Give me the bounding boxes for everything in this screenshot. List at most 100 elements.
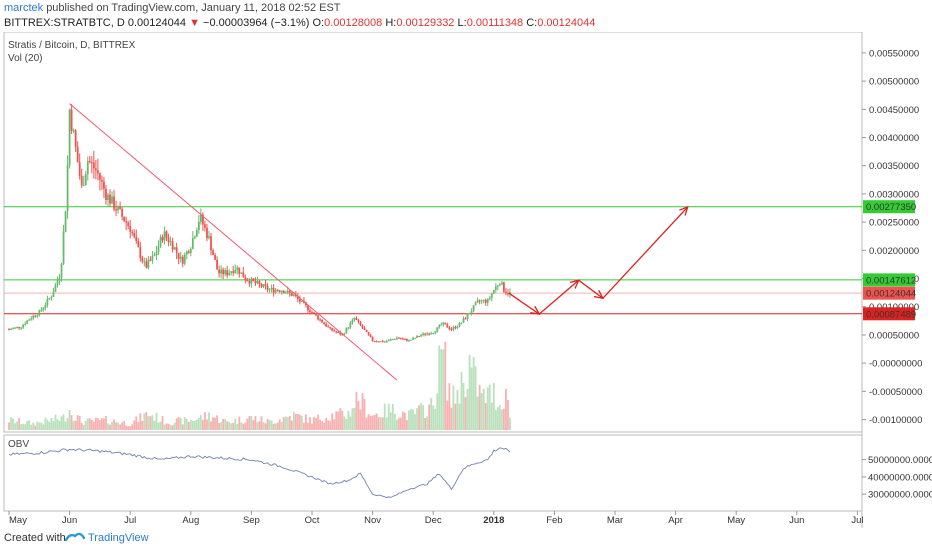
volume-bar <box>119 424 121 430</box>
candle-body <box>278 290 281 292</box>
volume-bar <box>74 420 77 430</box>
volume-bar <box>470 367 473 430</box>
volume-bar <box>92 421 95 430</box>
time-tick-label: Jul <box>851 515 863 526</box>
volume-bar <box>171 425 174 430</box>
obv-line <box>8 447 511 499</box>
candle-body <box>486 299 489 303</box>
candle-body <box>410 339 412 341</box>
volume-bar <box>345 418 348 430</box>
price-tick-label: 0.00450000 <box>869 105 919 116</box>
arrow-head <box>679 205 689 216</box>
candle-body <box>78 162 81 176</box>
time-tick-label: Apr <box>668 515 683 526</box>
candle-body <box>70 109 73 131</box>
last-price: 0.00124044 <box>127 17 186 29</box>
symbol: BITTREX:STRATBTC, D <box>4 17 125 29</box>
candle-body <box>197 221 200 231</box>
price-tick-label: 0.00200000 <box>869 246 919 257</box>
candle-body <box>123 216 126 222</box>
volume-bar <box>456 389 459 430</box>
candle-body <box>438 325 441 328</box>
volume-bar <box>359 409 362 430</box>
volume-bar <box>96 418 99 430</box>
candle-body <box>294 294 297 297</box>
volume-bar <box>78 416 81 430</box>
volume-bar <box>412 409 414 430</box>
candle-body <box>121 208 124 217</box>
volume-bar <box>292 411 295 430</box>
obv-label: OBV <box>8 439 29 450</box>
volume-bar <box>391 403 394 430</box>
candle-body <box>26 320 29 324</box>
volume-bar <box>24 424 27 430</box>
candle-body <box>145 261 148 268</box>
volume-bar <box>393 413 396 430</box>
candle-body <box>315 313 317 316</box>
tradingview-brand-link[interactable]: TradingView <box>88 532 149 544</box>
candle-body <box>309 310 311 313</box>
volume-bar <box>14 423 16 430</box>
candle-body <box>96 170 99 174</box>
close-label: C: <box>526 17 538 29</box>
candle-body <box>373 340 376 342</box>
volume-bar <box>414 414 416 430</box>
volume-bar <box>278 419 281 430</box>
volume-bar <box>165 423 168 430</box>
price-tick-label: 0.00250000 <box>869 218 919 229</box>
close-value: 0.00124044 <box>537 17 596 29</box>
candle-body <box>359 321 362 326</box>
volume-bar <box>319 419 321 430</box>
volume-bar <box>353 407 356 430</box>
volume-bar <box>232 422 235 430</box>
candle-body <box>436 327 439 332</box>
volume-bar <box>121 422 124 430</box>
volume-bar <box>202 419 204 430</box>
volume-bar <box>317 414 319 430</box>
candle-body <box>282 290 285 294</box>
volume-bar <box>448 382 451 430</box>
candle-body <box>416 336 418 338</box>
volume-bar <box>446 400 449 430</box>
candle-body <box>434 331 437 334</box>
volume-bar <box>315 418 317 430</box>
volume-bar <box>240 422 243 430</box>
low-label: L: <box>457 17 467 29</box>
volume-bar <box>367 414 370 430</box>
volume-bar <box>117 422 119 430</box>
volume-bar <box>212 417 214 430</box>
candle-body <box>311 312 313 314</box>
volume-bar <box>70 415 73 430</box>
volume-bar <box>373 414 376 430</box>
volume-bar <box>197 417 200 430</box>
candle-body <box>468 313 471 315</box>
candle-body <box>42 307 45 310</box>
candle-body <box>82 185 85 187</box>
volume-bar <box>270 420 273 430</box>
volume-bar <box>466 389 469 430</box>
volume-bar <box>284 416 287 430</box>
candle-body <box>450 328 453 330</box>
candle-body <box>424 333 427 335</box>
candle-body <box>18 326 20 328</box>
candle-body <box>286 290 289 293</box>
candle-body <box>507 292 509 295</box>
price-chart[interactable]: 0.00550000 0.00500000 0.00450000 0.00400000… <box>0 32 932 528</box>
candle-body <box>72 130 75 132</box>
price-label-box <box>863 200 915 214</box>
price-tick-label: 0.00500000 <box>869 77 919 88</box>
candle-body <box>195 230 198 237</box>
candle-body <box>99 173 101 180</box>
volume-bar <box>107 423 109 430</box>
candle-body <box>127 222 130 227</box>
volume-bar <box>86 418 89 430</box>
volume-bar <box>131 424 134 430</box>
volume-bar <box>399 417 402 430</box>
volume-bar <box>99 420 101 430</box>
volume-bar <box>135 416 138 430</box>
price-label-text: 0.00147612 <box>866 275 916 286</box>
volume-bar <box>200 414 202 430</box>
volume-bar <box>486 387 489 430</box>
author-link[interactable]: marctek <box>4 2 44 14</box>
candle-body <box>385 341 388 343</box>
